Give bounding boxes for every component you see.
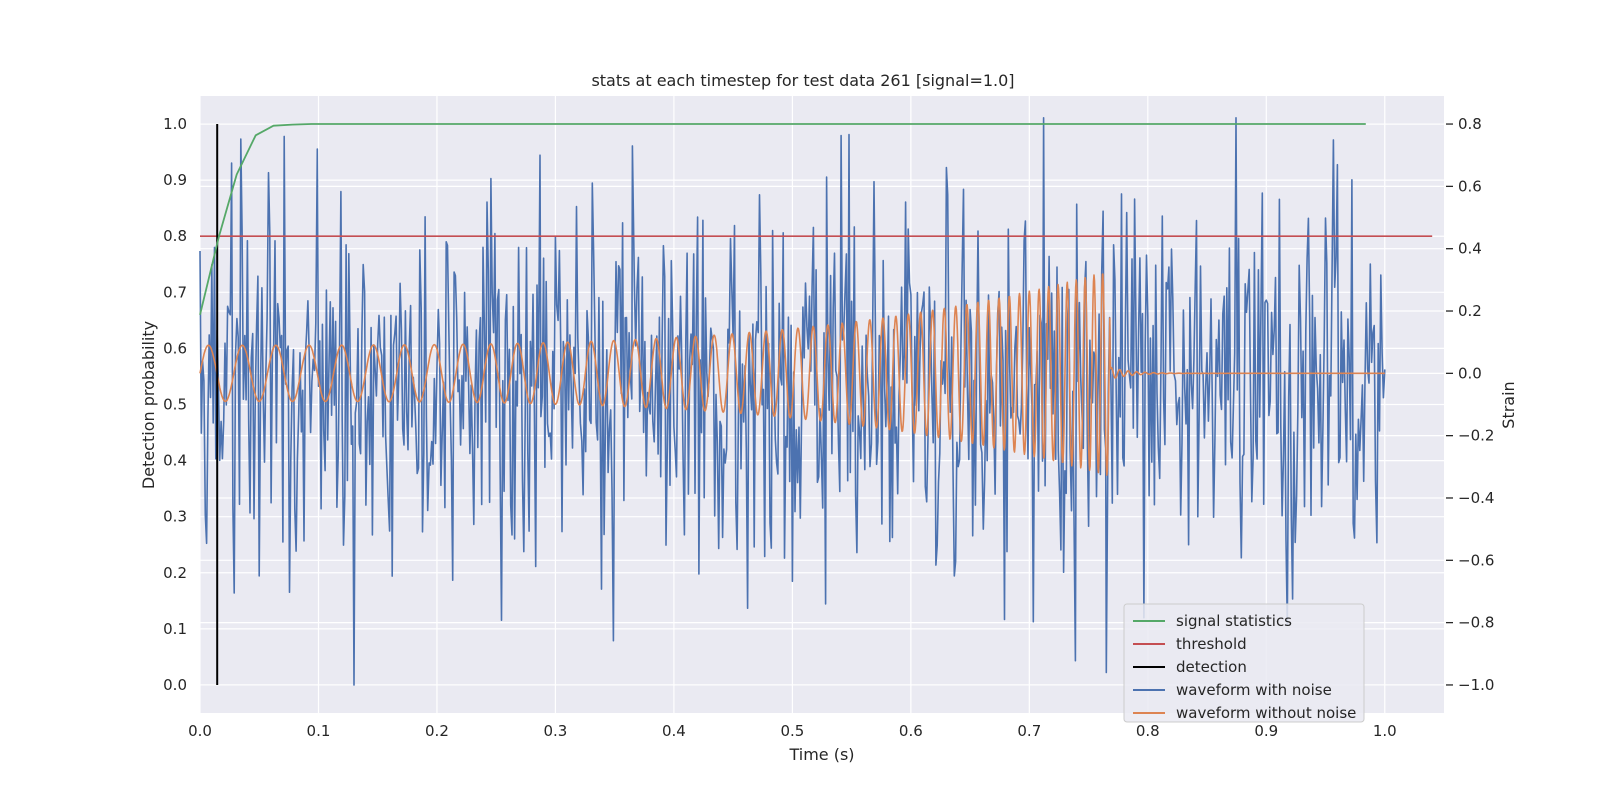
x-tick-label: 1.0: [1373, 722, 1397, 740]
y-tick-label-right: −0.6: [1458, 551, 1494, 569]
waveform-with-noise-line: [199, 117, 1386, 686]
x-tick-label: 0.5: [780, 722, 804, 740]
legend-box: [1123, 603, 1365, 723]
x-tick-label: 0.0: [188, 722, 212, 740]
legend-label: threshold: [1176, 635, 1247, 653]
y-tick-label-left: 1.0: [163, 115, 187, 133]
legend-label: waveform with noise: [1176, 681, 1332, 699]
x-tick-label: 0.4: [662, 722, 686, 740]
legend-items: signal statistics threshold detection wavef…: [1133, 612, 1356, 722]
y-tick-label-right: 0.8: [1458, 115, 1482, 133]
y-tick-label-right: −0.2: [1458, 427, 1494, 445]
y-tick-label-left: 0.8: [163, 227, 187, 245]
x-tick-label: 0.7: [1017, 722, 1041, 740]
y-tick-label-left: 0.1: [163, 620, 187, 638]
y-tick-label-left: 0.9: [163, 171, 187, 189]
y-axis-label-left: Detection probability: [139, 321, 158, 489]
x-tick-label: 0.3: [543, 722, 567, 740]
signal-statistics-line: [199, 123, 1366, 316]
y-tick-label-left: 0.4: [163, 452, 187, 470]
y-tick-label-right: 0.2: [1458, 302, 1482, 320]
x-tick-label: 0.2: [425, 722, 449, 740]
y-axis-label-right: Strain: [1499, 381, 1518, 428]
x-tick-label: 0.6: [899, 722, 923, 740]
y-tick-label-right: −0.4: [1458, 489, 1494, 507]
x-tick-label: 0.8: [1136, 722, 1160, 740]
legend-label: detection: [1176, 658, 1247, 676]
x-tick-label: 0.9: [1254, 722, 1278, 740]
legend: signal statistics threshold detection wavef…: [1123, 603, 1365, 723]
y-tick-label-left: 0.5: [163, 396, 187, 414]
y-tick-label-left: 0.0: [163, 676, 187, 694]
series-layer: [199, 117, 1433, 686]
y-tick-label-right: 0.0: [1458, 364, 1482, 382]
x-axis-label: Time (s): [788, 745, 854, 764]
chart-title: stats at each timestep for test data 261…: [591, 71, 1014, 90]
legend-label: signal statistics: [1176, 612, 1292, 630]
ticks: 0.0 0.1 0.2 0.3 0.4 0.5 0.6 0.7 0.8 0.9 1.0 0.0 0.1 0…: [163, 115, 1494, 740]
y-tick-label-right: −0.8: [1458, 614, 1494, 632]
y-tick-label-left: 0.6: [163, 339, 187, 357]
y-tick-label-left: 0.7: [163, 283, 187, 301]
y-tick-label-right: 0.4: [1458, 240, 1482, 258]
waveform-without-noise-line: [199, 273, 1386, 476]
y-tick-label-left: 0.2: [163, 564, 187, 582]
legend-label: waveform without noise: [1176, 704, 1356, 722]
y-tick-label-right: −1.0: [1458, 676, 1494, 694]
x-tick-label: 0.1: [307, 722, 331, 740]
y-tick-label-left: 0.3: [163, 508, 187, 526]
y-tick-label-right: 0.6: [1458, 177, 1482, 195]
